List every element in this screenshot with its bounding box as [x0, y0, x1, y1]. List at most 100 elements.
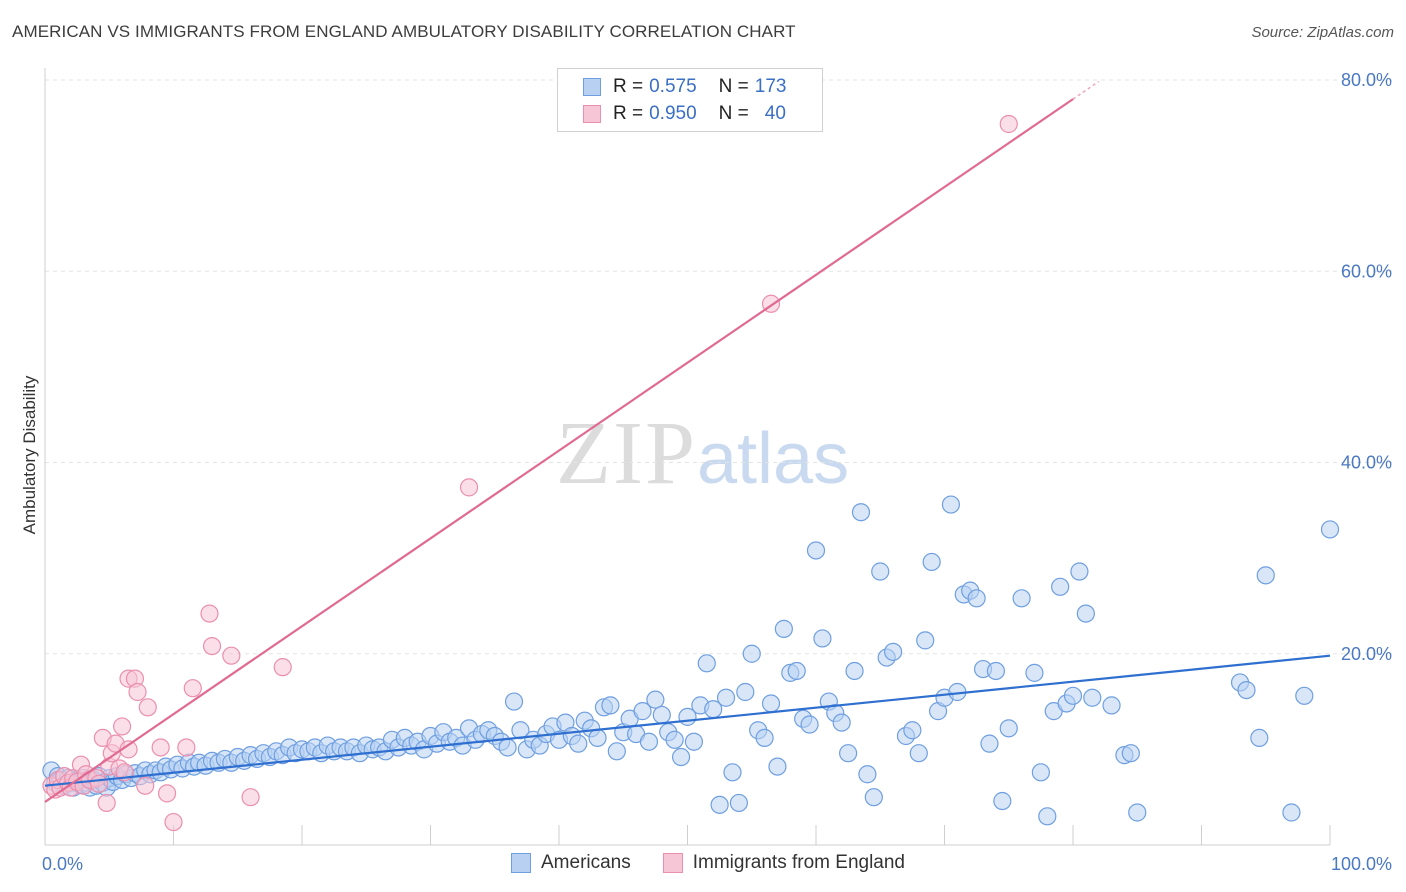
legend-r-value: 0.575	[649, 76, 697, 97]
immigrants-point-26	[128, 682, 147, 702]
americans-point-179	[1250, 728, 1269, 748]
americans-point-110	[665, 730, 684, 749]
americans-point-117	[710, 795, 729, 814]
immigrants-point-33	[183, 679, 202, 698]
americans-point-159	[986, 661, 1006, 681]
americans-point-163	[1025, 663, 1044, 682]
americans-point-84	[498, 738, 517, 757]
americans-point-152	[941, 495, 961, 514]
americans-point-178	[1237, 680, 1256, 700]
americans-point-125	[761, 694, 781, 713]
americans-point-156	[967, 589, 986, 608]
americans-point-118	[716, 688, 736, 707]
immigrants-point-21	[112, 717, 132, 736]
americans-point-108	[652, 705, 671, 725]
legend-n-label: N =	[718, 76, 749, 97]
americans-points	[42, 495, 1340, 826]
legend-n-label: N =	[718, 103, 749, 124]
legend-r-value: 0.950	[649, 103, 697, 124]
americans-point-146	[903, 721, 922, 740]
immigrants-point-30	[157, 784, 177, 803]
americans-point-149	[922, 552, 941, 572]
americans-point-111	[671, 747, 691, 767]
immigrants-trend-line	[44, 98, 1074, 803]
watermark-zip: ZIP	[556, 404, 697, 503]
americans-point-158	[980, 734, 999, 753]
americans-point-127	[774, 619, 793, 638]
americans-point-136	[832, 713, 851, 732]
immigrants-point-29	[151, 738, 170, 757]
americans-point-147	[909, 744, 928, 763]
y-tick-label-3: 80.0%	[1341, 70, 1392, 90]
americans-point-121	[736, 682, 755, 702]
legend-swatch-americans	[583, 78, 601, 96]
immigrants-point-27	[136, 776, 155, 795]
series-legend: Americans Immigrants from England	[511, 852, 937, 874]
grid	[45, 79, 1392, 655]
americans-point-176	[1128, 803, 1147, 822]
americans-point-138	[845, 661, 864, 681]
x-tick-label-0: 0.0%	[42, 854, 83, 874]
americans-point-131	[800, 715, 819, 734]
americans-point-164	[1031, 763, 1050, 782]
watermark: ZIPatlas	[556, 402, 849, 505]
immigrants-point-38	[273, 658, 292, 677]
legend-label-immigrants: Immigrants from England	[692, 852, 905, 873]
legend-item-americans[interactable]: Americans	[511, 852, 631, 874]
americans-point-113	[684, 732, 704, 751]
americans-point-141	[864, 788, 883, 807]
immigrants-points	[42, 114, 1018, 832]
americans-trend-line	[44, 654, 1331, 787]
americans-point-142	[871, 562, 890, 581]
immigrants-point-32	[177, 738, 196, 757]
americans-point-122	[742, 644, 761, 663]
y-tick-label-0: 20.0%	[1341, 644, 1392, 664]
immigrants-point-28	[138, 698, 157, 717]
americans-point-86	[511, 721, 530, 740]
legend-row-americans: R = 0.575 N = 173	[583, 74, 786, 100]
y-axis-label: Ambulatory Disability	[20, 375, 39, 534]
americans-point-106	[639, 732, 659, 751]
chart-title: AMERICAN VS IMMIGRANTS FROM ENGLAND AMBU…	[12, 22, 796, 41]
immigrants-point-31	[164, 812, 183, 832]
americans-point-132	[806, 541, 826, 560]
americans-point-129	[787, 661, 806, 681]
legend-n-value: 173	[754, 76, 787, 97]
y-tick-label-1: 40.0%	[1341, 453, 1392, 473]
x-tick-label-1: 100.0%	[1331, 854, 1392, 874]
legend-r-label: R =	[613, 103, 644, 124]
americans-point-173	[1102, 696, 1121, 715]
legend-swatch-immigrants	[583, 105, 601, 123]
americans-point-170	[1070, 562, 1089, 581]
americans-point-140	[858, 765, 877, 784]
immigrants-trend-extension	[1072, 80, 1100, 100]
watermark-atlas: atlas	[697, 419, 850, 499]
americans-point-144	[883, 642, 903, 661]
immigrants-point-35	[202, 636, 222, 656]
immigrants-point-34	[200, 604, 219, 623]
americans-point-101	[607, 742, 626, 761]
immigrants-point-36	[222, 646, 241, 665]
americans-point-165	[1038, 807, 1057, 826]
immigrants-point-14	[89, 774, 109, 793]
americans-point-167	[1051, 577, 1070, 596]
americans-point-169	[1063, 686, 1083, 705]
americans-point-160	[993, 791, 1012, 811]
americans-point-139	[851, 503, 871, 522]
americans-point-161	[999, 719, 1018, 738]
legend-n-value: 40	[764, 103, 786, 124]
americans-point-133	[813, 629, 832, 648]
legend-row-immigrants: R = 0.950 N = 40	[583, 101, 786, 127]
americans-point-172	[1083, 688, 1102, 707]
immigrants-point-39	[459, 478, 479, 497]
legend-item-immigrants[interactable]: Immigrants from England	[662, 852, 905, 874]
americans-point-119	[723, 763, 742, 782]
americans-point-180	[1256, 566, 1275, 585]
americans-point-95	[569, 734, 588, 753]
americans-point-107	[646, 690, 665, 709]
americans-point-148	[916, 631, 935, 650]
americans-point-120	[729, 793, 749, 813]
americans-point-85	[504, 692, 524, 711]
americans-point-175	[1121, 744, 1140, 763]
